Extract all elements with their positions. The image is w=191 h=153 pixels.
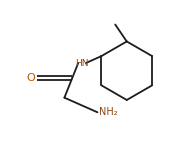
Text: HN: HN xyxy=(75,58,89,67)
Text: NH₂: NH₂ xyxy=(99,107,118,117)
Text: O: O xyxy=(26,73,35,83)
